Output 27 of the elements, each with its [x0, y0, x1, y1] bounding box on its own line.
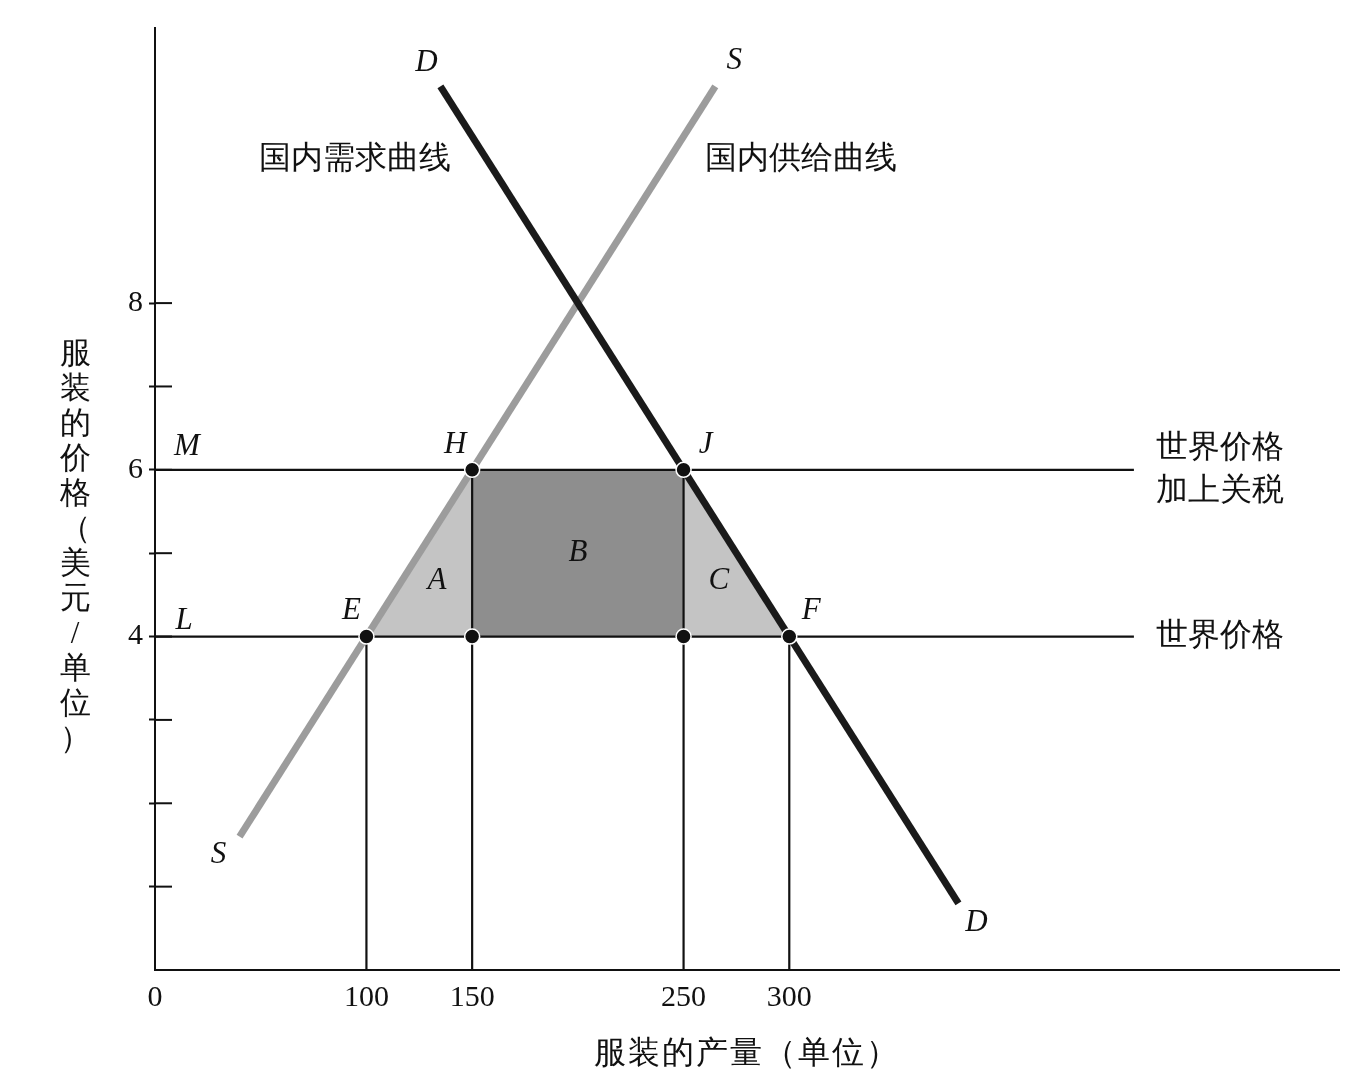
- series-label: 世界价格加上关税: [1155, 427, 1284, 507]
- x-tick-label: 100: [343, 978, 389, 1012]
- annotation: E: [340, 590, 361, 626]
- series-label: 世界价格: [1155, 615, 1284, 652]
- text: 服装的价格（美元/单位）: [59, 335, 91, 755]
- y-tick-label: 6: [128, 450, 143, 484]
- series-label: 国内需求曲线: [259, 139, 452, 176]
- y-tick-label: 4: [128, 617, 143, 651]
- annotation: C: [708, 561, 730, 597]
- annotation: M: [173, 426, 203, 462]
- annotation: L: [174, 600, 193, 636]
- x-tick-label: 150: [449, 978, 495, 1012]
- annotation: B: [568, 533, 588, 569]
- x-tick-label: 250: [661, 978, 707, 1012]
- y-tick-label: 8: [128, 283, 143, 317]
- annotation: F: [800, 590, 822, 626]
- x-tick-label: 300: [766, 978, 812, 1012]
- x-tick-label: 0: [147, 978, 163, 1012]
- series-label: 国内供给曲线: [704, 139, 897, 176]
- annotation: A: [425, 561, 448, 597]
- x-axis-title: 服装的产量（单位）: [594, 1034, 900, 1070]
- annotation: D: [964, 903, 988, 939]
- annotation: J: [698, 424, 714, 460]
- annotation: H: [442, 424, 468, 460]
- annotation: S: [726, 40, 743, 76]
- annotation: S: [210, 834, 227, 870]
- annotation: D: [414, 42, 438, 78]
